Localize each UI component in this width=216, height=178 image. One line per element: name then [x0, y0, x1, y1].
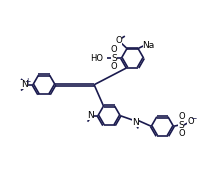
Text: −: −: [191, 114, 197, 123]
Text: S: S: [178, 121, 184, 130]
Text: O: O: [111, 62, 118, 71]
Text: N: N: [21, 80, 28, 89]
Text: O: O: [187, 117, 194, 126]
Text: N: N: [87, 111, 94, 120]
Text: +: +: [25, 77, 31, 87]
Text: S: S: [111, 54, 117, 63]
Text: O: O: [115, 36, 122, 45]
Text: O: O: [178, 129, 185, 138]
Text: O: O: [111, 45, 118, 54]
Text: N: N: [132, 117, 139, 127]
Text: O: O: [178, 112, 185, 121]
Text: Na: Na: [143, 41, 155, 50]
Text: HO: HO: [90, 54, 103, 63]
